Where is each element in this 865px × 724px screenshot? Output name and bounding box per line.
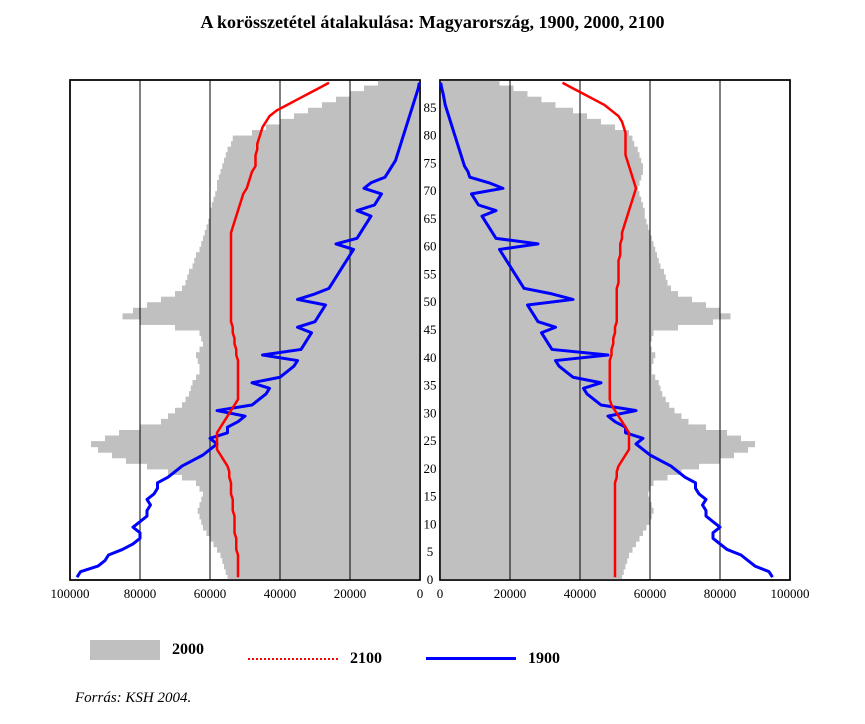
svg-text:100000: 100000	[771, 586, 810, 601]
svg-text:35: 35	[424, 378, 437, 393]
svg-text:100000: 100000	[51, 586, 90, 601]
svg-text:40: 40	[424, 350, 437, 365]
svg-text:25: 25	[424, 433, 437, 448]
svg-text:80000: 80000	[704, 586, 737, 601]
legend-label-2000: 2000	[172, 641, 204, 659]
svg-text:80000: 80000	[124, 586, 157, 601]
legend-line-2100	[248, 658, 338, 660]
legend-label-1900: 1900	[528, 650, 560, 668]
legend-item-2100: 2100	[248, 650, 382, 668]
svg-text:40000: 40000	[264, 586, 297, 601]
svg-text:20000: 20000	[334, 586, 367, 601]
legend-item-1900: 1900	[426, 650, 560, 668]
legend-item-2000: 2000	[90, 640, 204, 660]
svg-text:85: 85	[424, 100, 437, 115]
svg-text:75: 75	[424, 155, 437, 170]
svg-text:65: 65	[424, 211, 437, 226]
svg-text:70: 70	[424, 183, 437, 198]
svg-text:60000: 60000	[634, 586, 667, 601]
population-pyramid-chart: 0 5 10 15 20 25 30 35 40 45 50 55 60 65 70 75 80 85 00 2000…	[40, 70, 830, 630]
legend-label-2100: 2100	[350, 650, 382, 668]
chart-title: A korösszetétel átalakulása: Magyarorszá…	[0, 12, 865, 33]
svg-text:40000: 40000	[564, 586, 597, 601]
svg-text:20000: 20000	[494, 586, 527, 601]
legend: 2000 2100 1900	[90, 640, 790, 670]
svg-text:50: 50	[424, 294, 437, 309]
svg-text:15: 15	[424, 489, 437, 504]
svg-text:80: 80	[424, 128, 437, 143]
svg-text:60: 60	[424, 239, 437, 254]
svg-text:55: 55	[424, 266, 437, 281]
svg-text:60000: 60000	[194, 586, 227, 601]
legend-swatch-2000	[90, 640, 160, 660]
svg-text:5: 5	[427, 544, 434, 559]
svg-text:20: 20	[424, 461, 437, 476]
svg-text:0: 0	[417, 586, 424, 601]
svg-text:45: 45	[424, 322, 437, 337]
svg-text:30: 30	[424, 405, 437, 420]
legend-line-1900	[426, 657, 516, 660]
svg-text:10: 10	[424, 516, 437, 531]
svg-text:0: 0	[427, 572, 434, 587]
svg-text:0: 0	[437, 586, 444, 601]
source-text: Forrás: KSH 2004.	[75, 690, 191, 707]
